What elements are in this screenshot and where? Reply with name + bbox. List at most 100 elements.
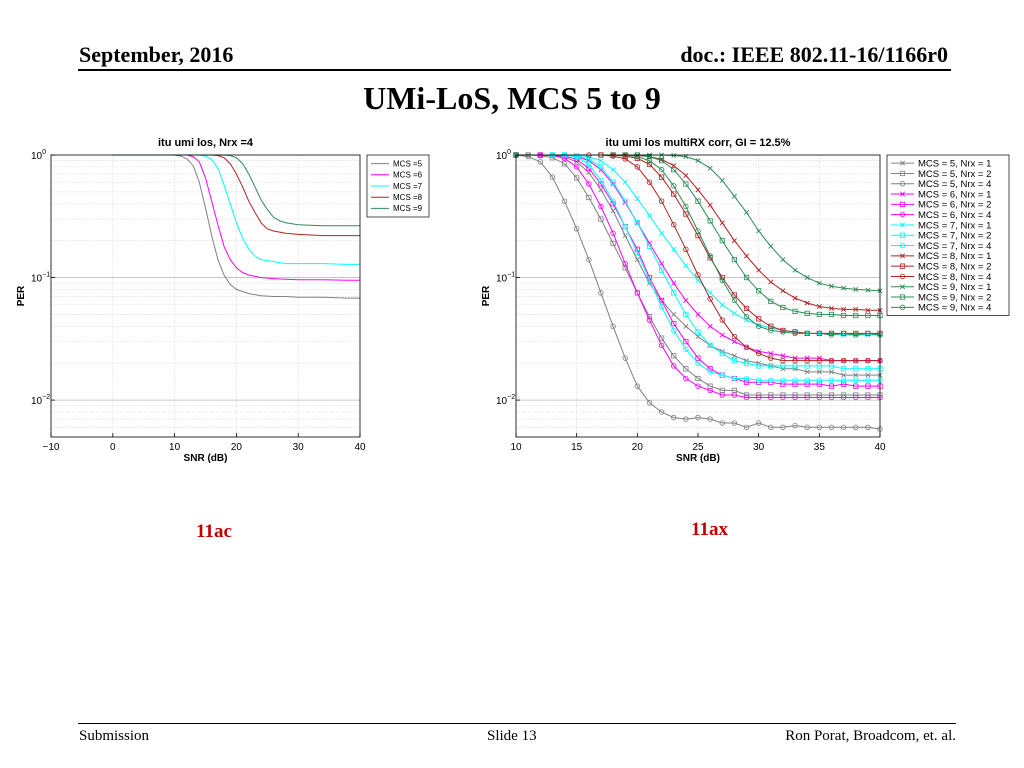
marker-circle [899, 273, 906, 280]
series-15 [513, 152, 883, 338]
marker-square [828, 383, 835, 389]
marker-x [707, 202, 713, 208]
marker-circle [743, 344, 750, 350]
marker-square [841, 312, 847, 319]
marker-circle [828, 377, 835, 384]
marker-x [598, 158, 604, 164]
marker-square [828, 311, 835, 318]
marker-square [574, 175, 580, 181]
marker-circle [840, 377, 847, 384]
chart-title: itu umi los multiRX corr, GI = 12.5% [606, 137, 791, 149]
x-tick-label: −10 [43, 442, 60, 453]
marker-x [780, 288, 786, 294]
legend-label: MCS = 6, Nrx = 1 [918, 189, 991, 200]
marker-x [828, 369, 834, 375]
marker-circle [780, 377, 786, 384]
marker-x [610, 208, 616, 214]
marker-circle [743, 375, 750, 382]
marker-circle [646, 400, 653, 406]
marker-square [671, 321, 677, 327]
legend-label: MCS = 5, Nrx = 1 [918, 158, 991, 169]
marker-circle [840, 394, 847, 401]
marker-circle [695, 272, 701, 278]
marker-circle [792, 357, 798, 364]
marker-circle [768, 377, 774, 384]
caption-11ac: 11ac [196, 521, 232, 542]
marker-square [899, 263, 906, 269]
marker-x [768, 279, 774, 285]
header-date: September, 2016 [79, 42, 234, 67]
marker-square [586, 165, 592, 171]
marker-x [659, 230, 665, 236]
x-axis-label: SNR (dB) [676, 453, 720, 464]
marker-square [683, 339, 689, 345]
marker-square [695, 198, 701, 204]
marker-circle [828, 332, 835, 338]
marker-square [659, 335, 665, 341]
marker-square [865, 366, 871, 372]
marker-circle [671, 221, 677, 228]
marker-circle [634, 383, 641, 389]
marker-circle [840, 424, 847, 430]
y-axis-label: PER [16, 285, 27, 306]
marker-x [671, 153, 677, 159]
marker-x [634, 257, 640, 263]
marker-circle [755, 350, 762, 357]
marker-circle [707, 387, 713, 394]
marker-x [683, 297, 689, 304]
x-tick-label: 20 [231, 442, 243, 453]
legend-label: MCS =9 [393, 204, 423, 213]
marker-square [743, 360, 750, 366]
marker-circle [586, 161, 592, 167]
marker-circle [695, 360, 701, 366]
marker-circle [549, 174, 556, 180]
marker-square [731, 257, 738, 263]
marker-square [899, 170, 906, 177]
marker-square [768, 298, 774, 304]
marker-x [792, 295, 798, 301]
marker-x [768, 350, 774, 357]
marker-circle [683, 246, 689, 253]
chart-title: itu umi los, Nrx =4 [158, 137, 254, 149]
legend-label: MCS = 8, Nrx = 1 [918, 251, 991, 262]
series-1 [112, 154, 360, 299]
marker-circle [683, 416, 689, 422]
legend-label: MCS = 9, Nrx = 2 [918, 292, 991, 303]
marker-circle [671, 363, 677, 369]
series-3 [513, 152, 883, 432]
legend-label: MCS = 9, Nrx = 4 [918, 303, 991, 314]
marker-circle [671, 414, 677, 421]
series-4 [112, 154, 360, 237]
series-group [112, 154, 360, 299]
marker-circle [561, 155, 568, 161]
marker-x [707, 290, 713, 296]
marker-circle [658, 198, 665, 204]
x-tick-label: 10 [169, 442, 181, 453]
marker-circle [828, 394, 835, 401]
marker-square [756, 316, 762, 322]
marker-circle [598, 177, 604, 184]
marker-x [622, 233, 628, 239]
marker-circle [743, 424, 750, 430]
marker-circle [622, 156, 628, 162]
marker-square [899, 201, 906, 207]
marker-circle [695, 383, 701, 389]
marker-x [768, 243, 774, 249]
marker-x [659, 156, 665, 162]
marker-x [816, 280, 822, 286]
marker-square [780, 304, 786, 311]
marker-circle [899, 242, 906, 249]
legend-label: MCS =7 [393, 182, 423, 191]
y-tick-label: 10−1 [31, 272, 50, 285]
marker-circle [610, 323, 616, 330]
x-axis-label: SNR (dB) [184, 453, 228, 464]
marker-x [841, 372, 847, 378]
marker-square [719, 350, 725, 357]
marker-square [646, 154, 653, 160]
header-rule [78, 69, 951, 71]
marker-circle [828, 357, 835, 364]
marker-square [683, 181, 689, 187]
marker-square [780, 363, 786, 369]
series-line [112, 154, 360, 281]
marker-circle [853, 357, 859, 364]
